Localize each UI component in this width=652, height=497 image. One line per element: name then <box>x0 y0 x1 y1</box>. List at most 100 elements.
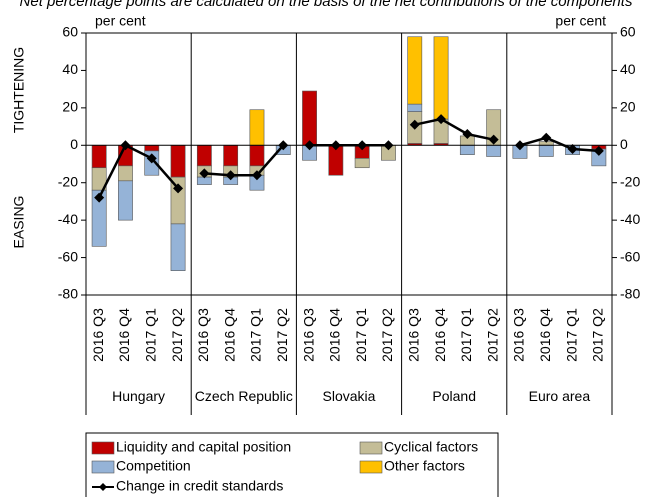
x-tick-label: 2017 Q1 <box>142 308 158 362</box>
legend-swatch <box>359 441 383 455</box>
bar <box>407 36 423 105</box>
x-tick-label: 2016 Q3 <box>195 308 211 362</box>
marker <box>462 129 473 140</box>
y-tick-label: -60 <box>58 248 78 264</box>
bar <box>196 144 212 167</box>
subtitle: Net percentage points are calculated on … <box>20 0 633 10</box>
marker <box>120 140 131 151</box>
legend-swatch <box>91 441 115 455</box>
x-tick-label: 2017 Q2 <box>379 308 395 362</box>
y-tick-label: 40 <box>62 61 78 77</box>
y2-unit: per cent <box>555 13 606 29</box>
x-tick-label: 2016 Q4 <box>221 308 237 362</box>
x-tick-label: 2017 Q1 <box>563 308 579 362</box>
legend-marker <box>99 483 107 491</box>
legend-swatch <box>91 460 115 474</box>
easing-label: EASING <box>11 196 27 249</box>
group-label: Hungary <box>112 388 166 404</box>
x-tick-label: 2016 Q4 <box>116 308 132 362</box>
legend-label: Competition <box>116 458 191 474</box>
x-tick-label: 2017 Q1 <box>458 308 474 362</box>
x-tick-label: 2017 Q1 <box>248 308 264 362</box>
x-tick-label: 2017 Q2 <box>590 308 606 362</box>
bar <box>249 144 265 167</box>
marker <box>173 183 184 194</box>
line <box>98 143 179 199</box>
marker <box>94 192 105 203</box>
x-tick-label: 2017 Q1 <box>353 308 369 362</box>
marker <box>541 132 552 143</box>
y-tick-label: -80 <box>58 286 78 302</box>
bar <box>433 36 449 120</box>
bar <box>91 189 107 247</box>
bar <box>118 165 133 182</box>
marker <box>225 170 236 181</box>
legend-box <box>85 432 499 497</box>
bar <box>249 109 265 146</box>
y-tick-label: -40 <box>58 211 78 227</box>
group-label: Euro area <box>528 388 591 404</box>
bar <box>538 144 554 157</box>
y2-tick-label: 60 <box>620 24 636 40</box>
bar <box>144 144 160 152</box>
line <box>519 136 599 153</box>
line <box>414 117 494 141</box>
y2-tick-label: -60 <box>620 248 640 264</box>
x-tick-label: 2016 Q3 <box>300 308 316 362</box>
y2-tick-label: 0 <box>620 136 628 152</box>
group-label: Slovakia <box>322 388 376 404</box>
marker <box>330 140 341 151</box>
bar <box>170 223 186 271</box>
x-tick-label: 2017 Q2 <box>169 308 185 362</box>
y2-tick-label: -80 <box>620 286 640 302</box>
x-tick-label: 2016 Q3 <box>90 308 106 362</box>
bar <box>170 144 186 178</box>
legend-label: Cyclical factors <box>384 439 478 455</box>
tightening-label: TIGHTENING <box>11 47 27 133</box>
marker <box>251 170 262 181</box>
x-tick-label: 2016 Q4 <box>432 308 448 362</box>
bar <box>302 90 317 146</box>
legend-label: Other factors <box>384 458 465 474</box>
marker <box>357 140 368 151</box>
marker <box>409 119 420 130</box>
y-tick-label: -20 <box>58 173 78 189</box>
x-tick-label: 2017 Q2 <box>484 308 500 362</box>
x-tick-label: 2016 Q3 <box>511 308 527 362</box>
line <box>204 144 285 177</box>
marker <box>567 144 578 155</box>
bar <box>118 180 133 221</box>
legend-swatch <box>359 460 383 474</box>
y2-tick-label: -40 <box>620 211 640 227</box>
group-label: Poland <box>432 388 476 404</box>
bar <box>407 103 423 112</box>
marker <box>514 140 525 151</box>
legend-label: Change in credit standards <box>116 478 283 494</box>
x-tick-label: 2016 Q3 <box>405 308 421 362</box>
plot-frame <box>85 32 613 296</box>
bar <box>486 144 502 157</box>
bar <box>459 144 475 155</box>
marker <box>383 140 394 151</box>
bar <box>354 158 370 169</box>
y-unit: per cent <box>95 13 146 29</box>
y-tick-label: 20 <box>62 99 78 115</box>
marker <box>436 114 447 125</box>
marker <box>146 153 157 164</box>
marker <box>199 168 210 179</box>
y-tick-label: 0 <box>70 136 78 152</box>
marker <box>593 145 604 156</box>
marker <box>488 134 499 145</box>
y-tick-label: 60 <box>62 24 78 40</box>
group-label: Czech Republic <box>194 388 293 404</box>
x-tick-label: 2017 Q2 <box>274 308 290 362</box>
x-tick-label: 2016 Q4 <box>327 308 343 362</box>
marker <box>304 140 315 151</box>
y2-tick-label: -20 <box>620 173 640 189</box>
bar <box>223 144 239 167</box>
marker <box>278 140 289 151</box>
bar <box>91 144 107 169</box>
legend-label: Liquidity and capital position <box>116 439 291 455</box>
